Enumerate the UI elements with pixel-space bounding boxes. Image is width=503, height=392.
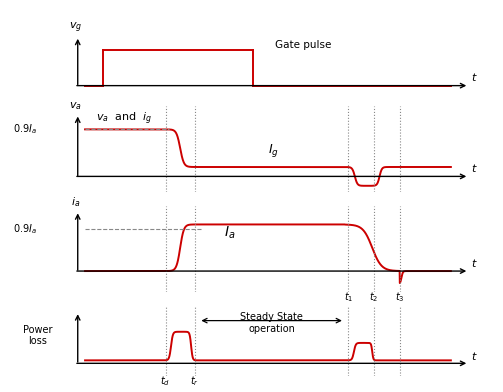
Text: Gate pulse: Gate pulse: [275, 40, 331, 51]
Text: $t$: $t$: [471, 162, 478, 174]
Text: Steady State
operation: Steady State operation: [240, 312, 303, 334]
Text: $t_r$: $t_r$: [190, 374, 199, 388]
Text: $t_3$: $t_3$: [395, 290, 404, 305]
Text: $0.9I_a$: $0.9I_a$: [14, 222, 38, 236]
Text: $t$: $t$: [471, 257, 478, 269]
Text: $v_a$: $v_a$: [69, 100, 82, 112]
Text: $t$: $t$: [471, 350, 478, 362]
Text: $i_a$: $i_a$: [71, 195, 80, 209]
Text: $t_2$: $t_2$: [369, 290, 379, 305]
Text: $v_g$: $v_g$: [69, 20, 82, 34]
Text: $I_a$: $I_a$: [224, 225, 235, 241]
Text: $v_a$  and  $i_g$: $v_a$ and $i_g$: [96, 111, 152, 127]
Text: $t$: $t$: [471, 71, 478, 83]
Text: $t_d$: $t_d$: [160, 374, 171, 388]
Text: $t_1$: $t_1$: [344, 290, 353, 305]
Text: $0.9I_a$: $0.9I_a$: [14, 122, 38, 136]
Text: Power
loss: Power loss: [23, 325, 52, 346]
Text: $I_g$: $I_g$: [268, 142, 279, 159]
